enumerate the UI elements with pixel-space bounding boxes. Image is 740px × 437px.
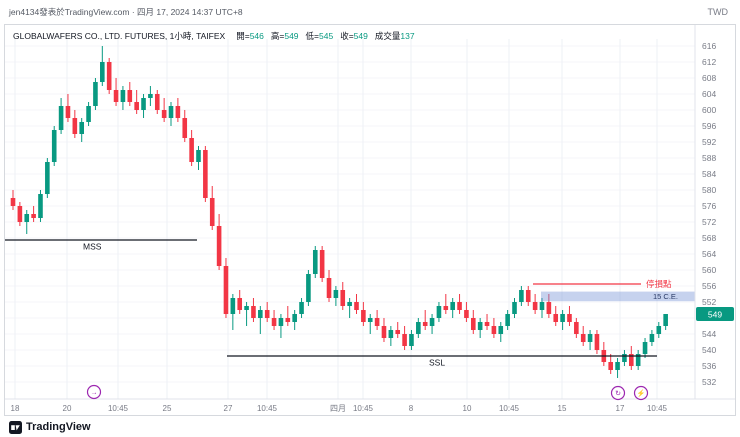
svg-text:592: 592 xyxy=(702,137,716,147)
svg-text:544: 544 xyxy=(702,329,716,339)
svg-text:616: 616 xyxy=(702,41,716,51)
svg-text:停損點: 停損點 xyxy=(646,279,672,289)
svg-text:596: 596 xyxy=(702,121,716,131)
svg-text:560: 560 xyxy=(702,265,716,275)
grid-layer xyxy=(5,39,695,399)
tradingview-logo-text: TradingView xyxy=(26,421,91,433)
svg-text:588: 588 xyxy=(702,153,716,163)
svg-text:MSS: MSS xyxy=(83,242,102,252)
tradingview-logo-mark xyxy=(9,420,22,434)
svg-text:→: → xyxy=(91,390,98,397)
svg-text:18: 18 xyxy=(11,404,20,413)
svg-text:10:45: 10:45 xyxy=(353,404,374,413)
svg-text:10: 10 xyxy=(463,404,472,413)
currency-label: TWD xyxy=(707,7,729,17)
symbol-title: GLOBALWAFERS CO., LTD. FUTURES, 1小時, TAI… xyxy=(13,31,226,41)
svg-text:532: 532 xyxy=(702,377,716,387)
chart-card: GLOBALWAFERS CO., LTD. FUTURES, 1小時, TAI… xyxy=(4,24,736,416)
svg-text:549: 549 xyxy=(708,310,722,320)
svg-text:536: 536 xyxy=(702,361,716,371)
candles-layer xyxy=(10,46,668,378)
time-axis[interactable]: 18 20 10:45 25 27 10:45 四月 10:45 8 10 10:45 15 17 10:… xyxy=(11,404,668,413)
svg-text:10:45: 10:45 xyxy=(108,404,129,413)
ohlc-open-value: 546 xyxy=(249,31,264,41)
bottom-bar: TradingView xyxy=(4,417,736,437)
svg-text:15 C.E.: 15 C.E. xyxy=(653,292,678,301)
annotations-layer[interactable]: MSS SSL 停損點 15 C.E. xyxy=(5,239,695,368)
svg-text:10:45: 10:45 xyxy=(499,404,520,413)
chart-legend[interactable]: GLOBALWAFERS CO., LTD. FUTURES, 1小時, TAI… xyxy=(13,30,415,42)
svg-text:552: 552 xyxy=(702,297,716,307)
last-price-badge: 549 xyxy=(696,307,734,321)
price-chart-svg[interactable]: MSS SSL 停損點 15 C.E. 616 612 608 604 600 596 592 58… xyxy=(5,25,735,415)
svg-text:568: 568 xyxy=(702,233,716,243)
ohlc-close-value: 549 xyxy=(353,31,368,41)
svg-text:27: 27 xyxy=(224,404,233,413)
topbar: jen4134發表於TradingView.com · 四月 17, 2024 … xyxy=(0,0,740,24)
tradingview-logo[interactable]: TradingView xyxy=(9,420,91,434)
svg-text:556: 556 xyxy=(702,281,716,291)
svg-text:608: 608 xyxy=(702,73,716,83)
svg-text:572: 572 xyxy=(702,217,716,227)
svg-text:576: 576 xyxy=(702,201,716,211)
svg-text:15: 15 xyxy=(558,404,567,413)
volume-label: 成交量 xyxy=(374,31,401,41)
svg-text:604: 604 xyxy=(702,89,716,99)
svg-text:8: 8 xyxy=(409,404,414,413)
svg-text:612: 612 xyxy=(702,57,716,67)
ohlc-high-value: 549 xyxy=(284,31,299,41)
markers-layer[interactable]: → ↻ ⚡ xyxy=(86,384,649,401)
svg-text:17: 17 xyxy=(616,404,625,413)
volume-value: 137 xyxy=(400,31,415,41)
svg-text:540: 540 xyxy=(702,345,716,355)
svg-text:600: 600 xyxy=(702,105,716,115)
ohlc-low-value: 545 xyxy=(319,31,334,41)
svg-text:四月: 四月 xyxy=(330,404,346,413)
svg-text:564: 564 xyxy=(702,249,716,259)
svg-text:20: 20 xyxy=(63,404,72,413)
svg-text:580: 580 xyxy=(702,185,716,195)
ohlc-low-label: 低= xyxy=(305,31,319,41)
ohlc-high-label: 高= xyxy=(270,31,285,41)
ohlc-close-label: 收= xyxy=(340,31,354,41)
attribution-link[interactable]: jen4134發表於TradingView.com · 四月 17, 2024 … xyxy=(9,7,243,17)
svg-text:10:45: 10:45 xyxy=(647,404,668,413)
svg-text:25: 25 xyxy=(163,404,172,413)
svg-text:SSL: SSL xyxy=(429,358,445,368)
svg-text:584: 584 xyxy=(702,169,716,179)
svg-text:10:45: 10:45 xyxy=(257,404,278,413)
svg-text:⚡: ⚡ xyxy=(637,389,646,398)
svg-text:↻: ↻ xyxy=(615,391,621,398)
ohlc-open-label: 開= xyxy=(236,31,250,41)
